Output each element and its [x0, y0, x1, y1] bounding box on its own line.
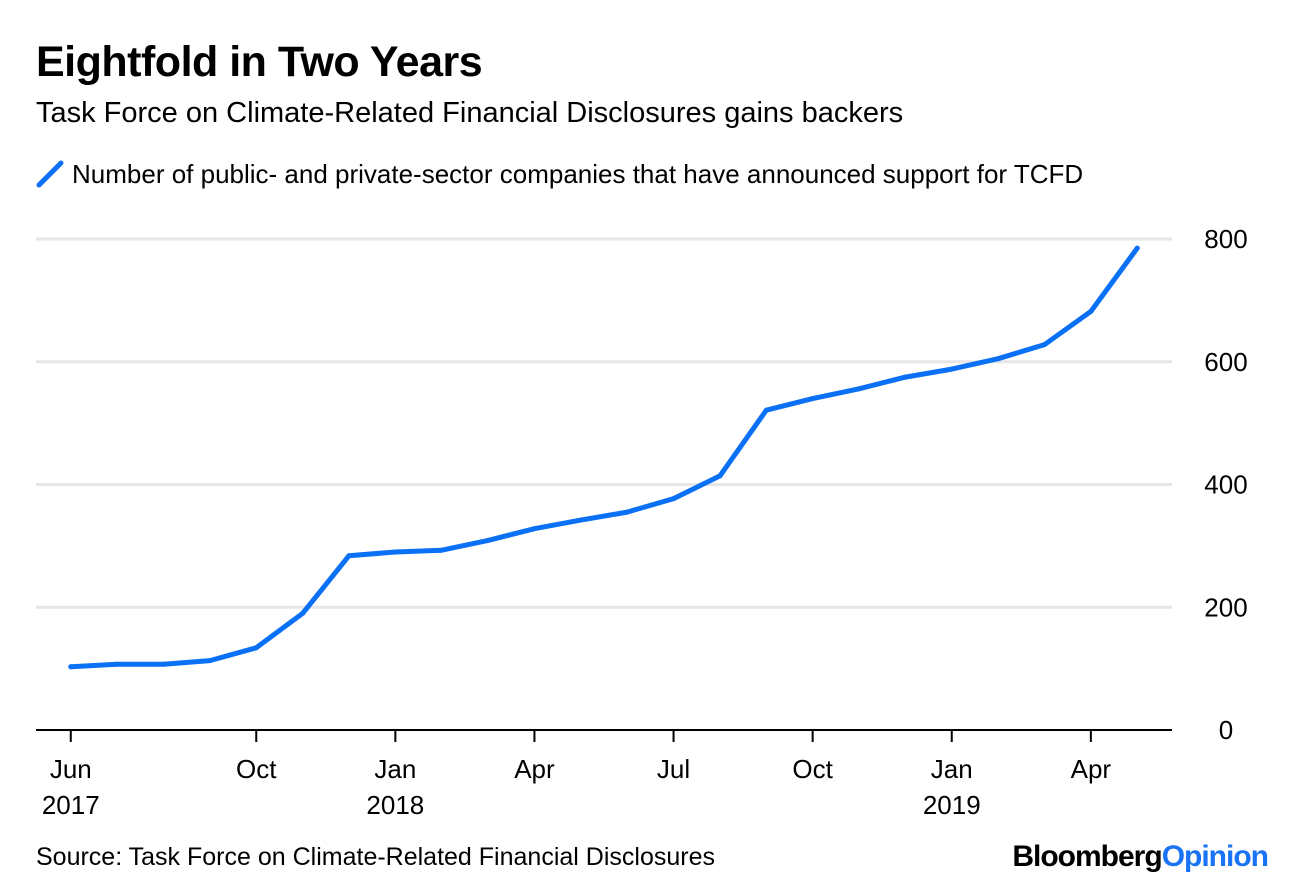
- series-line-0: [68, 245, 1140, 670]
- y-tick-label-400: 400: [1204, 470, 1247, 500]
- brand-accent: Opinion: [1161, 840, 1269, 873]
- data-point-12: [624, 509, 630, 515]
- data-point-15: [763, 407, 769, 413]
- data-point-22: [1088, 308, 1094, 314]
- x-tick-label-2: Jan: [374, 754, 416, 784]
- chart-subtitle: Task Force on Climate-Related Financial …: [36, 97, 904, 129]
- x-tick-label-5: Oct: [792, 754, 833, 784]
- data-point-5: [300, 610, 306, 616]
- data-point-17: [856, 386, 862, 392]
- series-layer: [68, 245, 1140, 670]
- data-point-3: [207, 658, 213, 664]
- x-tick-label-3: Apr: [514, 754, 555, 784]
- data-point-7: [392, 549, 398, 555]
- data-point-23: [1134, 245, 1140, 251]
- data-point-4: [253, 645, 259, 651]
- x-tick-label-1: Oct: [236, 754, 277, 784]
- x-tick-label-0: Jun: [50, 754, 92, 784]
- data-point-20: [995, 356, 1001, 362]
- legend: Number of public- and private-sector com…: [36, 156, 1083, 192]
- data-point-14: [717, 473, 723, 479]
- x-tick-year-label-6: 2019: [923, 790, 981, 820]
- x-axis: 0 200 400 600 800 Jun 2017 Oct Jan 2018 Apr Jul Oct J…: [36, 224, 1248, 820]
- data-point-18: [902, 374, 908, 380]
- data-point-0: [68, 664, 74, 670]
- chart-title: Eightfold in Two Years: [36, 38, 483, 86]
- source-note: Source: Task Force on Climate-Related Fi…: [36, 843, 715, 871]
- data-point-2: [161, 661, 166, 667]
- data-point-6: [346, 553, 352, 559]
- x-tick-label-4: Jul: [657, 754, 690, 784]
- x-tick-label-6: Jan: [931, 754, 973, 784]
- x-tick-year-label-2: 2018: [366, 790, 424, 820]
- data-point-10: [531, 526, 537, 532]
- data-point-16: [810, 396, 816, 402]
- data-point-9: [485, 537, 491, 543]
- data-point-19: [949, 366, 955, 372]
- line-swatch-icon: [36, 160, 64, 188]
- y-tick-label-200: 200: [1204, 592, 1247, 622]
- bloomberg-opinion-logo: BloombergOpinion: [1012, 840, 1269, 874]
- legend-label: Number of public- and private-sector com…: [72, 158, 1084, 189]
- data-point-8: [439, 547, 445, 553]
- y-tick-label-0: 0: [1219, 715, 1233, 745]
- brand-main: Bloomberg: [1012, 840, 1162, 873]
- data-point-11: [578, 517, 584, 523]
- data-point-21: [1042, 342, 1047, 348]
- y-tick-label-800: 800: [1204, 224, 1247, 254]
- x-tick-label-7: Apr: [1071, 754, 1112, 784]
- data-point-1: [114, 661, 120, 667]
- x-tick-year-label-0: 2017: [42, 790, 100, 820]
- data-point-13: [671, 496, 677, 502]
- y-tick-label-600: 600: [1204, 347, 1247, 377]
- gridlines: [36, 237, 1172, 609]
